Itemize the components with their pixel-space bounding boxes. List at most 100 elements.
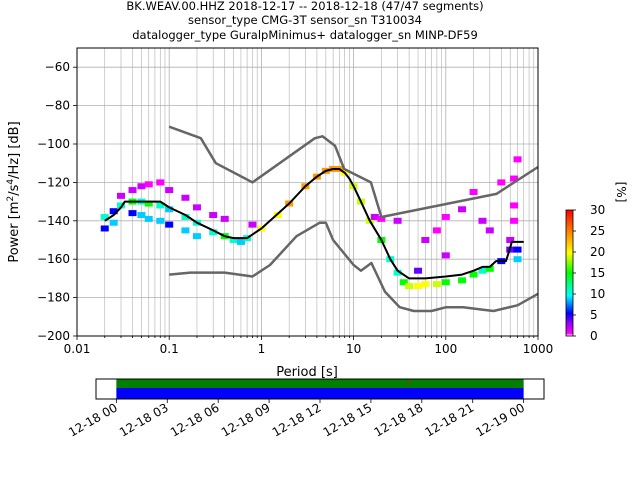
density-cell <box>156 202 165 209</box>
colorbar-label: [%] <box>614 182 628 203</box>
density-cell <box>513 256 522 263</box>
timeline-tick-label: 12-18 06 <box>168 400 222 439</box>
y-label-part-2: /s <box>7 184 22 195</box>
density-cell <box>116 202 125 209</box>
density-cell <box>458 206 467 213</box>
x-axis-ticks: 0.01 0.1 1 10 100 1000 <box>64 336 553 356</box>
density-cell <box>485 227 494 234</box>
density-cell <box>510 175 519 182</box>
plot-frame <box>76 47 539 337</box>
x-tick-label: 100 <box>434 342 457 356</box>
timeline-tick-label: 12-18 03 <box>117 400 171 439</box>
y-label-sup-1: 2 <box>6 196 16 202</box>
density-cell <box>248 221 257 228</box>
density-cell <box>144 200 153 207</box>
y-tick-label: −80 <box>45 99 70 113</box>
density-cell <box>220 215 229 222</box>
noise-model-low-line <box>169 221 539 313</box>
density-cell <box>497 179 506 186</box>
density-cell <box>128 187 137 194</box>
density-cell <box>144 215 153 222</box>
density-cell <box>181 194 190 201</box>
timeline-tick-label: 12-19 00 <box>473 400 527 439</box>
title-line-1: BK.WEAV.00.HHZ 2018-12-17 -- 2018-12-18 … <box>126 0 483 13</box>
title-line-3: datalogger_type GuralpMinimus+ datalogge… <box>132 28 478 42</box>
density-cell <box>469 271 478 278</box>
density-cell <box>458 277 467 284</box>
density-cell <box>156 217 165 224</box>
density-cell <box>156 179 165 186</box>
coverage-marker <box>407 381 409 385</box>
density-cell <box>181 227 190 234</box>
colorbar-tick-label: 30 <box>590 203 605 217</box>
colorbar-gradient <box>565 209 574 337</box>
density-cell <box>513 156 522 163</box>
timeline-tick-label: 12-18 09 <box>219 400 273 439</box>
timeline-tick-label: 12-18 12 <box>270 400 324 439</box>
timeline-tick-label: 12-18 00 <box>66 400 120 439</box>
density-cell <box>478 267 487 274</box>
x-tick-label: 0.01 <box>64 342 91 356</box>
density-cell <box>510 217 519 224</box>
density-cell <box>165 206 174 213</box>
density-cell <box>441 279 450 286</box>
y-tick-label: −60 <box>45 60 70 74</box>
density-cell <box>209 229 218 236</box>
density-cell <box>421 281 430 288</box>
density-cell <box>393 217 402 224</box>
density-cell <box>432 281 441 288</box>
density-cell <box>510 202 519 209</box>
colorbar-tick-label: 0 <box>590 329 598 343</box>
density-cell <box>506 237 515 243</box>
timeline-tick-label: 12-18 21 <box>423 400 477 439</box>
title-line-2: sensor_type CMG-3T sensor_sn T310034 <box>188 13 422 27</box>
density-cell <box>144 181 153 188</box>
density-cell <box>441 213 450 220</box>
y-tick-label: −200 <box>37 329 70 343</box>
density-cell <box>128 210 137 217</box>
density-cell <box>421 237 430 243</box>
y-tick-label: −160 <box>37 252 70 266</box>
density-cell <box>236 238 245 245</box>
density-cell <box>414 267 423 274</box>
y-tick-label: −140 <box>37 214 70 228</box>
density-cell <box>469 189 478 195</box>
density-cell <box>100 213 109 220</box>
density-cell <box>432 227 441 234</box>
y-axis-ticks: −200 −180 −160 −140 −120 −100 −80 −60 <box>37 60 77 343</box>
x-tick-label: 10 <box>346 342 361 356</box>
mode-line <box>104 168 524 280</box>
model-lines <box>104 125 539 313</box>
density-cell <box>137 183 146 190</box>
timeline-tick-label: 12-18 15 <box>321 400 375 439</box>
y-label-part-1: Power [m <box>7 201 22 262</box>
y-tick-label: −180 <box>37 291 70 305</box>
density-cell <box>513 246 522 253</box>
timeline-tick-label: 12-18 18 <box>372 400 426 439</box>
density-cell <box>165 221 174 228</box>
coverage-bar-upper <box>116 379 524 388</box>
y-label-sup-2: 4 <box>6 179 16 185</box>
density-cell <box>414 283 423 290</box>
density-cell <box>116 192 125 199</box>
y-tick-label: −120 <box>37 175 70 189</box>
x-axis-label: Period [s] <box>276 365 338 380</box>
density-cell <box>192 233 201 240</box>
colorbar-tick-label: 5 <box>590 308 598 322</box>
colorbar-tick-label: 20 <box>590 245 605 259</box>
density-cell <box>377 215 386 222</box>
plot-background <box>77 48 538 336</box>
y-axis-label: Power [m2/s4/Hz] [dB] <box>6 121 22 262</box>
y-label-part-3: /Hz] [dB] <box>7 121 22 179</box>
density-cell <box>209 212 218 219</box>
density-cell <box>109 208 118 215</box>
density-cell <box>485 265 494 272</box>
density-cell <box>165 187 174 194</box>
colorbar-tick-label: 15 <box>590 266 605 280</box>
colorbar-tick-label: 10 <box>590 287 605 301</box>
x-tick-label: 0.1 <box>160 342 179 356</box>
density-cell <box>137 212 146 219</box>
density-cell <box>441 252 450 259</box>
